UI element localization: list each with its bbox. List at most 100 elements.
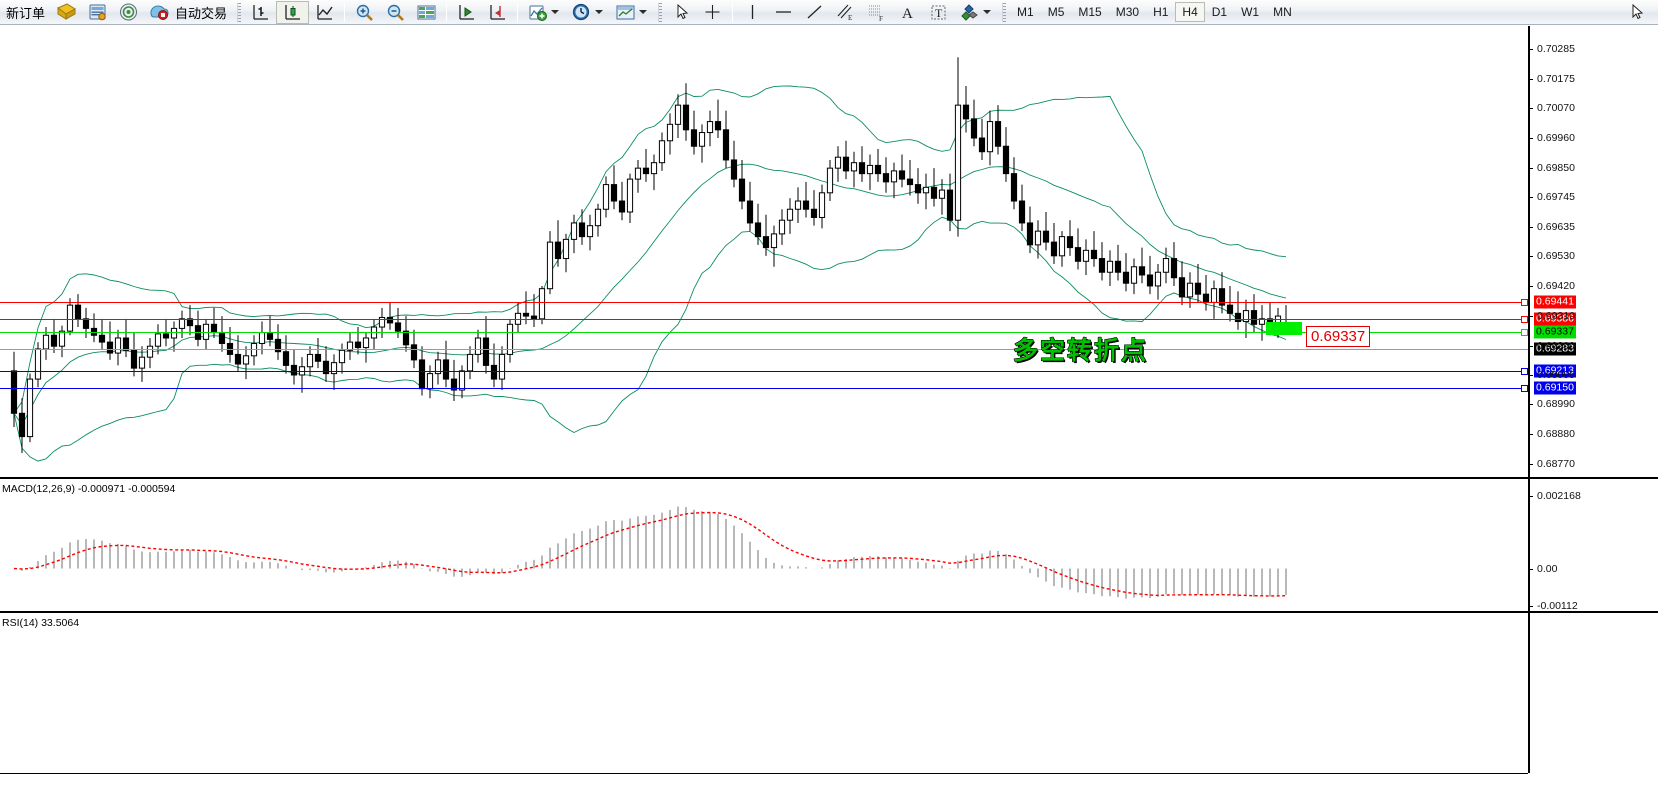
templates-chevron-down-icon[interactable] xyxy=(639,10,648,14)
candlestick xyxy=(146,337,154,369)
price-axis-tick xyxy=(1528,433,1533,435)
candlestick xyxy=(570,214,578,254)
candlestick xyxy=(138,346,146,382)
crosshair-icon[interactable] xyxy=(697,1,728,24)
resistance-line-2[interactable] xyxy=(0,316,1528,323)
time-axis xyxy=(0,773,1658,812)
price-axis-label: 0.70285 xyxy=(1537,43,1575,55)
toolbar-grip-1[interactable] xyxy=(237,2,242,22)
timeframe-m5[interactable]: M5 xyxy=(1047,5,1065,19)
candlestick xyxy=(722,110,730,169)
candlestick xyxy=(1018,184,1026,232)
navigator-icon[interactable] xyxy=(113,1,144,24)
highlight-rectangle[interactable] xyxy=(1266,322,1302,335)
resistance-line-1[interactable] xyxy=(0,299,1528,306)
candlestick xyxy=(1162,247,1170,284)
bar-chart-icon[interactable] xyxy=(245,1,276,24)
indicators-button[interactable] xyxy=(522,1,566,24)
line-handle[interactable] xyxy=(1521,385,1528,392)
resistance-line-2-tag[interactable]: 0.69386 xyxy=(1534,312,1576,326)
zoom-in-icon[interactable] xyxy=(349,1,380,24)
price-axis-tick xyxy=(1528,49,1533,50)
candlestick xyxy=(842,140,850,180)
timeframe-m15[interactable]: M15 xyxy=(1078,5,1102,19)
candlestick xyxy=(1242,299,1250,338)
pivot-line[interactable] xyxy=(0,329,1528,336)
fibonacci-icon[interactable]: F xyxy=(861,1,892,24)
line-handle[interactable] xyxy=(1521,299,1528,306)
text-icon[interactable]: A xyxy=(892,1,923,24)
candlestick xyxy=(74,294,82,328)
current-price-line[interactable] xyxy=(0,349,1528,350)
candlestick xyxy=(242,346,250,380)
macd-title: MACD(12,26,9) -0.000971 -0.000594 xyxy=(2,483,176,495)
candlestick xyxy=(1026,206,1034,254)
data-window-icon[interactable] xyxy=(411,1,442,24)
templates-button[interactable] xyxy=(610,1,654,24)
line-handle[interactable] xyxy=(1521,368,1528,375)
candlestick xyxy=(386,302,394,330)
price-axis-label: 0.68990 xyxy=(1537,397,1575,410)
support-line-2-tag[interactable]: 0.69150 xyxy=(1534,381,1576,395)
horizontal-line-icon[interactable] xyxy=(768,1,799,24)
equidistant-channel-icon[interactable]: E xyxy=(830,1,861,24)
line-handle[interactable] xyxy=(1521,329,1528,336)
yellow-folder-icon[interactable] xyxy=(51,1,82,24)
text-label-icon[interactable]: T xyxy=(923,1,954,24)
candlestick xyxy=(1034,220,1042,259)
zoom-out-icon[interactable] xyxy=(380,1,411,24)
indicators-chevron-down-icon[interactable] xyxy=(551,10,560,14)
shapes-button[interactable] xyxy=(954,1,998,24)
auto-scroll-icon[interactable] xyxy=(451,1,482,24)
trendline-icon[interactable] xyxy=(799,1,830,24)
line-chart-icon[interactable] xyxy=(309,1,340,24)
timeframe-h1[interactable]: H1 xyxy=(1153,5,1169,19)
price-chart-pane[interactable]: 0.69441 0.69386 0.69337 0.69283 0.69213 0.691… xyxy=(0,26,1658,477)
shapes-chevron-down-icon[interactable] xyxy=(983,10,992,14)
macd-axis-tick xyxy=(1528,568,1533,570)
terminal-icon[interactable] xyxy=(82,1,113,24)
support-line-1[interactable] xyxy=(0,368,1528,375)
period-button[interactable] xyxy=(566,1,610,24)
timeframe-m30[interactable]: M30 xyxy=(1115,5,1140,19)
candlestick xyxy=(1050,222,1058,265)
candlestick xyxy=(106,321,114,360)
timeframe-h4[interactable]: H4 xyxy=(1175,2,1205,22)
macd-pane[interactable]: MACD(12,26,9) -0.000971 -0.000594 0.0021… xyxy=(0,480,1658,612)
price-axis-tick xyxy=(1528,79,1533,81)
period-chevron-down-icon[interactable] xyxy=(595,10,604,14)
support-line-1-tag[interactable]: 0.69213 xyxy=(1534,364,1576,378)
price-chart-canvas xyxy=(10,57,1290,462)
candlestick xyxy=(1178,261,1186,306)
pointer-right-icon[interactable] xyxy=(1621,1,1652,24)
macd-signal-line xyxy=(13,511,1287,597)
candlestick xyxy=(1250,294,1258,333)
candlestick xyxy=(442,340,450,388)
candlestick xyxy=(690,110,698,155)
resistance-line-1-tag[interactable]: 0.69441 xyxy=(1534,295,1576,309)
new-order-button[interactable]: 新订单 xyxy=(0,1,51,24)
candlestick xyxy=(970,99,978,147)
timeframe-d1[interactable]: D1 xyxy=(1211,5,1228,19)
timeframe-mn[interactable]: MN xyxy=(1273,5,1292,19)
bollinger-upper-band xyxy=(13,85,1287,414)
price-axis-label: 0.68770 xyxy=(1537,458,1575,470)
toolbar-grip-3[interactable] xyxy=(1002,2,1007,22)
autotrading-button[interactable]: 自动交易 xyxy=(144,1,233,24)
pointer-icon[interactable] xyxy=(666,1,697,24)
line-handle[interactable] xyxy=(1521,316,1528,323)
toolbar-grip-2[interactable] xyxy=(658,2,663,22)
pivot-line-tag[interactable]: 0.69337 xyxy=(1534,325,1576,339)
rsi-pane[interactable]: RSI(14) 33.5064 xyxy=(0,614,1658,754)
macd-axis-tick xyxy=(1528,496,1533,497)
current-price-line-tag[interactable]: 0.69283 xyxy=(1534,342,1576,356)
timeframe-w1[interactable]: W1 xyxy=(1241,5,1260,19)
timeframe-m1[interactable]: M1 xyxy=(1017,5,1034,19)
price-axis-tick xyxy=(1528,196,1533,198)
chart-shift-icon[interactable] xyxy=(482,1,513,24)
support-line-2[interactable] xyxy=(0,385,1528,392)
price-tag-label[interactable]: 0.69337 xyxy=(1306,326,1371,347)
svg-text:T: T xyxy=(935,6,943,20)
candlestick-chart-icon[interactable] xyxy=(276,0,310,24)
vertical-line-icon[interactable] xyxy=(737,1,768,24)
